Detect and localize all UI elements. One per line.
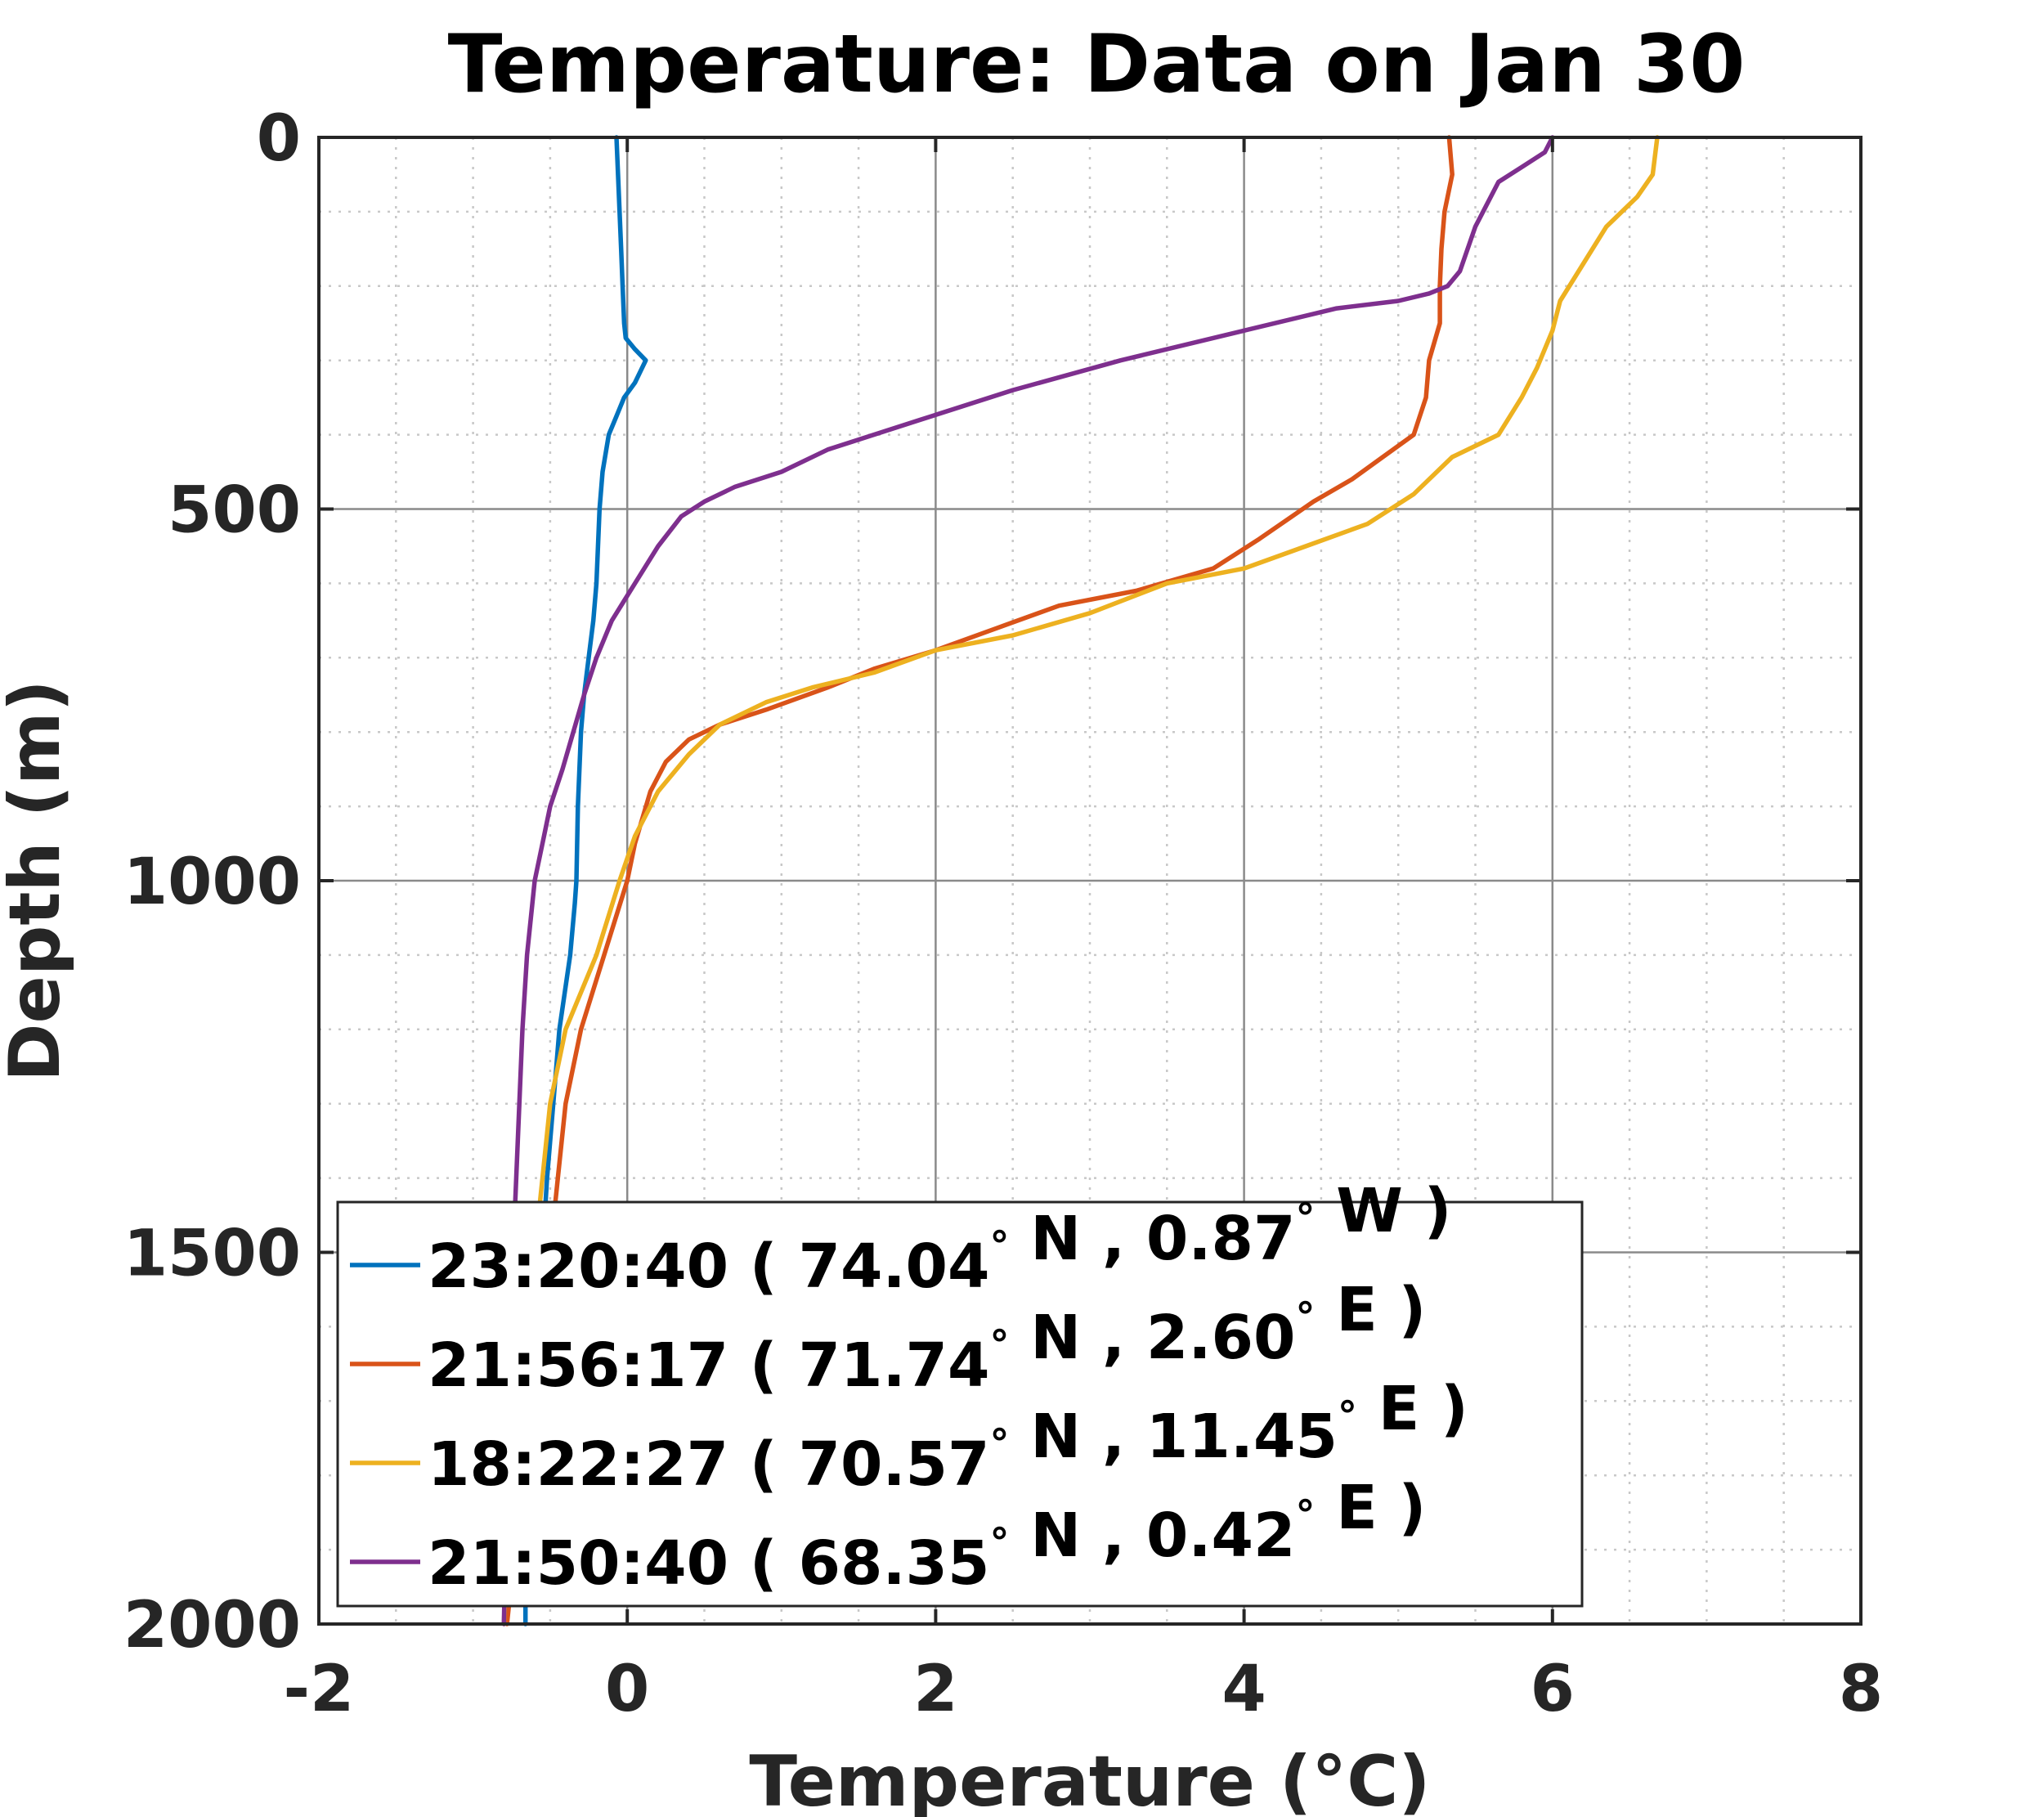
tick-marks (317, 136, 1862, 1626)
legend-entry-4: 21:50:40 ( 68.35° N , 0.42° E ) (428, 1473, 1426, 1599)
y-tick-label: 1000 (123, 846, 301, 919)
x-tick-label: 8 (1839, 1653, 1883, 1726)
x-tick-labels: -2 0 2 4 6 8 (284, 1653, 1883, 1726)
y-tick-label: 2000 (123, 1589, 301, 1662)
legend-entries: 23:20:40 ( 74.04° N , 0.87° W )21:56:17 … (350, 1176, 1468, 1599)
x-tick-label: 2 (913, 1653, 957, 1726)
y-tick-label: 1500 (123, 1218, 301, 1291)
y-tick-label: 500 (168, 474, 301, 548)
y-tick-labels: 0 500 1000 1500 2000 (123, 102, 301, 1662)
series-line-2 (504, 135, 1455, 1626)
legend-entry-1: 23:20:40 ( 74.04° N , 0.87° W ) (428, 1176, 1451, 1302)
series-line-4 (501, 135, 1555, 1626)
y-tick-label: 0 (257, 102, 301, 176)
legend: 23:20:40 ( 74.04° N , 0.87° W )21:56:17 … (336, 1176, 1584, 1608)
x-axis-label: Temperature (°C) (749, 1741, 1430, 1817)
x-tick-label: -2 (284, 1653, 355, 1726)
y-axis-label: Depth (m) (0, 680, 76, 1082)
chart-title: Temperature: Data on Jan 30 (448, 18, 1746, 111)
x-tick-label: 6 (1531, 1653, 1575, 1726)
legend-box (336, 1200, 1584, 1608)
legend-entry-3: 18:22:27 ( 70.57° N , 11.45° E ) (428, 1374, 1468, 1500)
series-line-3 (501, 135, 1660, 1626)
x-tick-label: 0 (605, 1653, 649, 1726)
legend-entry-2: 21:56:17 ( 71.74° N , 2.60° E ) (428, 1275, 1426, 1401)
x-tick-label: 4 (1221, 1653, 1266, 1726)
